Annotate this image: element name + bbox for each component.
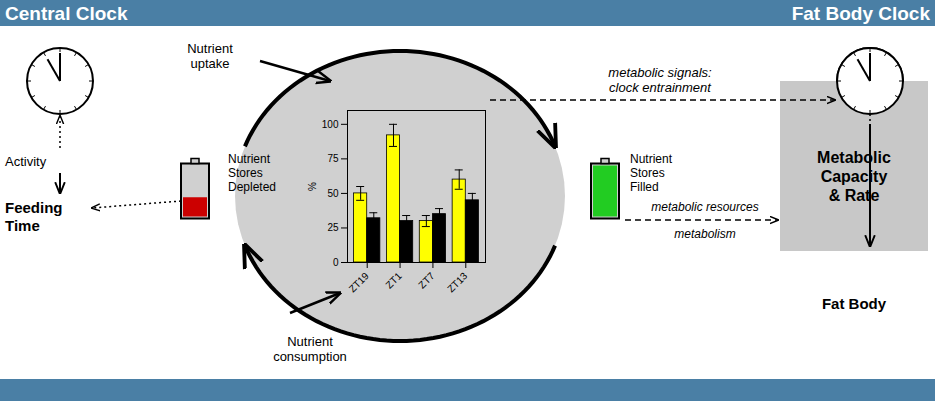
svg-text:75: 75 [327, 153, 339, 164]
svg-text:Nutrientuptake: Nutrientuptake [187, 40, 233, 71]
svg-text:Central Clock: Central Clock [5, 3, 128, 24]
svg-text:%: % [307, 182, 318, 191]
svg-text:ZT7: ZT7 [416, 270, 437, 291]
svg-text:metabolic signals:: metabolic signals: [608, 65, 712, 80]
svg-text:Activity: Activity [5, 154, 47, 169]
svg-text:ZT13: ZT13 [445, 270, 470, 295]
svg-text:Fat Body Clock: Fat Body Clock [792, 3, 931, 24]
svg-text:FeedingTime: FeedingTime [5, 199, 63, 234]
svg-text:100: 100 [322, 119, 339, 130]
svg-text:Fat Body: Fat Body [822, 295, 887, 312]
svg-text:Nutrientconsumption: Nutrientconsumption [273, 333, 347, 364]
svg-text:clock entrainment: clock entrainment [609, 80, 712, 95]
svg-text:ZT19: ZT19 [347, 270, 372, 295]
svg-text:MetabolicCapacity& Rate: MetabolicCapacity& Rate [817, 148, 891, 203]
svg-text:NutrientStoresFilled: NutrientStoresFilled [630, 152, 673, 195]
svg-text:25: 25 [327, 222, 339, 233]
svg-text:metabolism: metabolism [674, 227, 735, 241]
svg-text:0: 0 [333, 257, 339, 268]
svg-text:NutrientStoresDepleted: NutrientStoresDepleted [228, 152, 276, 195]
svg-text:ZT1: ZT1 [383, 270, 404, 291]
svg-text:50: 50 [327, 188, 339, 199]
svg-text:metabolic resources: metabolic resources [651, 200, 758, 214]
